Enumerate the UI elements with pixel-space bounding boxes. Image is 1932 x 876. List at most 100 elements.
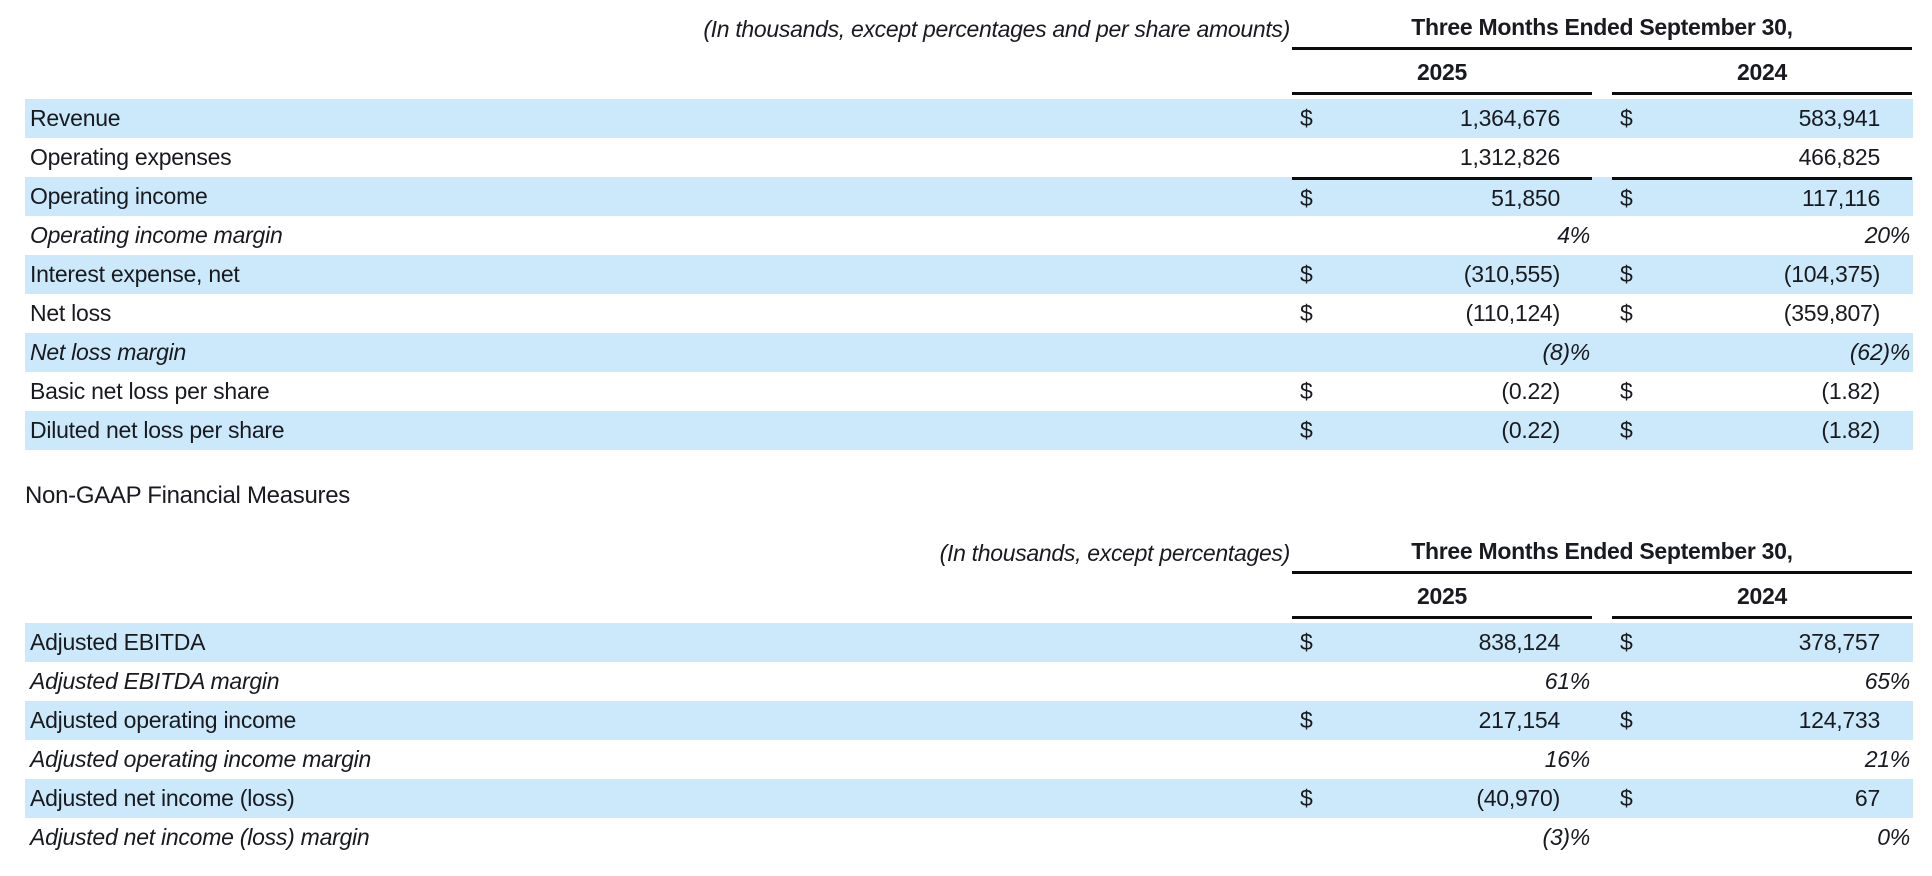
year-column-2024: 2024 [1612,574,1912,619]
column-gap [1592,216,1612,255]
column-gap [1592,411,1612,450]
value-cell-2025: $ (0.22) [1292,372,1592,411]
currency-symbol: $ [1300,785,1313,811]
value-2025: 1,312,826 [1459,144,1560,170]
value-2025: 16% [1544,746,1591,772]
value-2024: 583,941 [1798,105,1881,131]
value-2025: (40,970) [1476,785,1560,811]
table-row: Adjusted operating income margin 16% 21% [25,740,1913,779]
value-cell-2025: (8)% [1292,333,1592,372]
value-cell-2024: $ 378,757 [1612,623,1912,662]
value-2025: 1,364,676 [1459,105,1560,131]
value-2025: 51,850 [1491,184,1560,211]
units-annotation: (In thousands, except percentages) [939,540,1291,566]
table-header-row: (In thousands, except percentages and pe… [25,14,1913,50]
row-label: Adjusted net income (loss) [30,785,295,811]
value-2025: 217,154 [1478,707,1561,733]
year-column-2025: 2025 [1292,574,1592,619]
table-header-row: (In thousands, except percentages) Three… [25,538,1913,574]
value-2025: (110,124) [1465,300,1560,326]
column-gap [1592,574,1612,619]
value-cell-2024: $ (104,375) [1612,255,1912,294]
value-cell-2024: $ 124,733 [1612,701,1912,740]
column-gap [1592,177,1612,216]
column-gap [1592,740,1612,779]
table-row: Revenue $ 1,364,676 $ 583,941 [25,99,1913,138]
table-row: Basic net loss per share $ (0.22) $ (1.8… [25,372,1913,411]
column-gap [1592,255,1612,294]
table-row: Adjusted net income (loss) margin (3)% 0… [25,818,1913,857]
currency-symbol: $ [1300,378,1313,404]
table-row: Adjusted EBITDA margin 61% 65% [25,662,1913,701]
value-cell-2024: $ 583,941 [1612,99,1912,138]
year-header-row: 2025 2024 [1292,574,1913,619]
value-2024: (359,807) [1783,300,1880,326]
non-gaap-results-table: (In thousands, except percentages) Three… [25,538,1913,857]
row-label: Operating expenses [30,144,232,170]
value-cell-2025: $ (110,124) [1292,294,1592,333]
value-cell-2025: (3)% [1292,818,1592,857]
value-2024: 124,733 [1798,707,1881,733]
table-row: Net loss $ (110,124) $ (359,807) [25,294,1913,333]
column-gap [1592,99,1612,138]
value-2024: (62)% [1849,339,1910,365]
value-cell-2024: $ (359,807) [1612,294,1912,333]
period-header: Three Months Ended September 30, [1292,538,1912,574]
table-row: Interest expense, net $ (310,555) $ (104… [25,255,1913,294]
value-cell-2024: $ 117,116 [1612,177,1912,216]
currency-symbol: $ [1620,300,1633,326]
row-label: Net loss margin [30,339,187,365]
row-label: Basic net loss per share [30,378,270,404]
table-row: Net loss margin (8)% (62)% [25,333,1913,372]
value-2024: (1.82) [1821,417,1880,443]
value-cell-2025: 16% [1292,740,1592,779]
value-cell-2025: $ (0.22) [1292,411,1592,450]
value-2025: 838,124 [1478,629,1561,655]
row-label: Adjusted operating income [30,707,297,733]
value-cell-2025: $ 51,850 [1292,177,1592,216]
row-label: Adjusted operating income margin [30,746,372,772]
row-label: Adjusted EBITDA [30,629,206,655]
value-2024: (1.82) [1821,378,1880,404]
currency-symbol: $ [1300,629,1313,655]
column-gap [1592,623,1612,662]
value-cell-2024: (62)% [1612,333,1912,372]
value-cell-2025: $ (310,555) [1292,255,1592,294]
value-cell-2025: $ 1,364,676 [1292,99,1592,138]
column-gap [1592,138,1612,177]
value-2024: 117,116 [1802,184,1880,211]
value-cell-2024: 21% [1612,740,1912,779]
value-2024: 378,757 [1798,629,1881,655]
value-2024: 65% [1864,668,1911,694]
value-2025: (3)% [1542,824,1590,850]
currency-symbol: $ [1620,417,1633,443]
row-label: Net loss [30,300,112,326]
value-2025: 4% [1557,222,1590,248]
table-row: Diluted net loss per share $ (0.22) $ (1… [25,411,1913,450]
value-cell-2024: $ (1.82) [1612,372,1912,411]
value-cell-2025: 4% [1292,216,1592,255]
table-row: Operating income margin 4% 20% [25,216,1913,255]
column-gap [1592,372,1612,411]
value-cell-2025: $ (40,970) [1292,779,1592,818]
currency-symbol: $ [1620,261,1633,287]
currency-symbol: $ [1300,417,1313,443]
currency-symbol: $ [1620,378,1633,404]
row-label: Operating income [30,183,208,209]
table-body: Revenue $ 1,364,676 $ 583,941 Operating … [25,99,1913,450]
currency-symbol: $ [1300,261,1313,287]
table-row: Adjusted operating income $ 217,154 $ 12… [25,701,1913,740]
gaap-results-table: (In thousands, except percentages and pe… [25,0,1913,450]
value-2024: (104,375) [1783,261,1880,287]
column-gap [1592,818,1612,857]
value-cell-2024: 0% [1612,818,1912,857]
row-label: Diluted net loss per share [30,417,285,443]
value-2024: 0% [1877,824,1910,850]
value-cell-2025: 1,312,826 [1292,138,1592,177]
currency-symbol: $ [1620,629,1633,655]
value-2025: (8)% [1542,339,1590,365]
section-heading: Non-GAAP Financial Measures [25,482,350,509]
row-label: Adjusted EBITDA margin [30,668,280,694]
column-gap [1592,701,1612,740]
row-label: Operating income margin [30,222,283,248]
